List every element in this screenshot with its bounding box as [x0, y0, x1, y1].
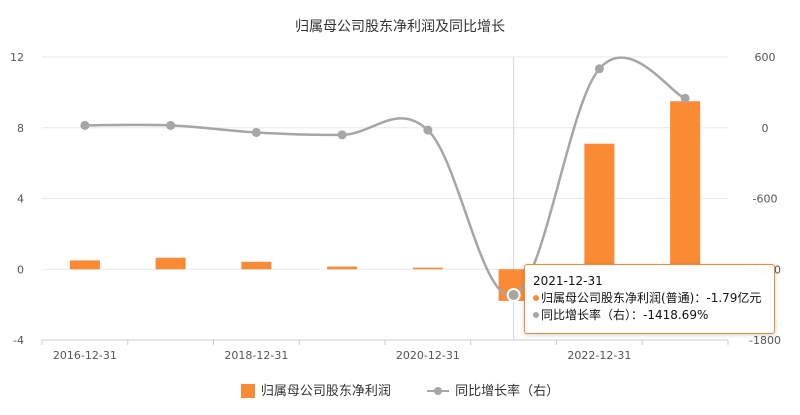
y-right-tick-label: 0	[762, 122, 769, 135]
x-tick-label: 2022-12-31	[567, 349, 631, 362]
y-left-tick-label: 12	[10, 51, 24, 64]
legend-item-profit[interactable]: 归属母公司股东净利润	[240, 380, 391, 399]
line-point	[80, 120, 90, 130]
line-point	[337, 130, 347, 140]
bar	[69, 260, 100, 270]
x-tick-label: 2020-12-31	[396, 349, 460, 362]
bar	[670, 101, 701, 270]
chart-title: 归属母公司股东净利润及同比增长	[295, 19, 505, 35]
y-right-tick-label: 600	[755, 51, 776, 64]
legend-line-swatch	[427, 386, 450, 395]
y-left-tick-label: -4	[13, 334, 24, 347]
bar	[155, 257, 186, 270]
line-point	[166, 120, 176, 130]
y-right-tick-label: -1800	[749, 334, 781, 347]
chart-tooltip: 2021-12-31 归属母公司股东净利润(普通)：-1.79亿元 同比增长率（…	[524, 264, 775, 334]
y-left-tick-label: 4	[17, 193, 24, 206]
legend-label-profit: 归属母公司股东净利润	[260, 384, 391, 399]
bar	[241, 261, 272, 270]
tooltip-line-dot	[533, 311, 539, 318]
y-left-tick-label: 0	[17, 263, 24, 276]
tooltip-row-profit: 归属母公司股东净利润(普通)：-1.79亿元	[541, 291, 762, 305]
x-tick-label: 2018-12-31	[224, 349, 288, 362]
legend-item-growth[interactable]: 同比增长率（右）	[427, 380, 559, 399]
legend-bar-swatch	[240, 383, 255, 398]
bar	[584, 143, 615, 270]
tooltip-bar-dot	[533, 294, 539, 301]
tooltip-date: 2021-12-31	[533, 274, 603, 288]
line-point	[680, 93, 690, 103]
line-point	[251, 127, 261, 137]
bar	[412, 267, 443, 270]
tooltip-row-growth: 同比增长率（右）：-1418.69%	[541, 308, 709, 322]
chart-legend: 归属母公司股东净利润 同比增长率（右）	[0, 380, 800, 399]
line-point-highlight	[506, 288, 521, 303]
line-point	[423, 125, 433, 135]
y-left-tick-label: 8	[17, 122, 24, 135]
y-right-tick-label: -600	[753, 193, 778, 206]
bar	[327, 266, 358, 270]
x-tick-label: 2016-12-31	[53, 349, 117, 362]
line-point	[594, 64, 604, 74]
legend-label-growth: 同比增长率（右）	[455, 384, 560, 399]
